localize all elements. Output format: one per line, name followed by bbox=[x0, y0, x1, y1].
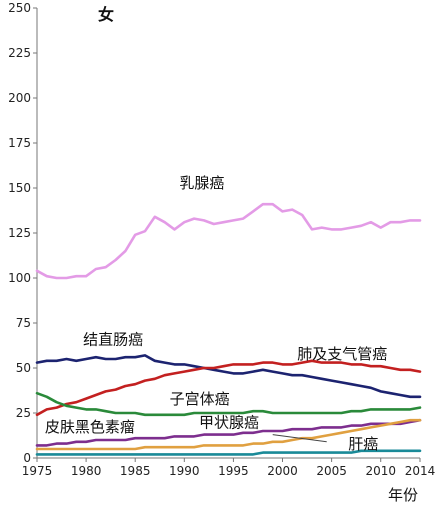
series-line-5 bbox=[35, 418, 422, 451]
y-tick-label: 225 bbox=[8, 46, 31, 60]
series-line-0 bbox=[35, 202, 422, 280]
y-tick-label: 125 bbox=[8, 226, 31, 240]
series-lines bbox=[35, 202, 422, 456]
thyroid-leader-line bbox=[272, 434, 327, 443]
tick-labels: 0 25 50 75 100 125 150 175 200 225 250 1975 1980 1985… bbox=[8, 1, 435, 478]
y-tick-label: 200 bbox=[8, 91, 31, 105]
chart-title: 女 bbox=[98, 5, 114, 24]
x-tick-label: 2010 bbox=[365, 464, 396, 478]
y-tick-label: 175 bbox=[8, 136, 31, 150]
x-tick-label: 2005 bbox=[316, 464, 347, 478]
x-axis-label: 年份 bbox=[388, 486, 418, 504]
x-tick-label: 1985 bbox=[120, 464, 151, 478]
y-tick-label: 75 bbox=[16, 316, 31, 330]
x-tick-label: 1975 bbox=[22, 464, 53, 478]
x-tick-label: 1995 bbox=[218, 464, 249, 478]
x-tick-label: 2014 bbox=[405, 464, 436, 478]
series-line-6 bbox=[35, 449, 422, 456]
series-label-1: 结直肠癌 bbox=[83, 331, 143, 349]
y-tick-label: 100 bbox=[8, 271, 31, 285]
series-line-1 bbox=[35, 354, 422, 399]
series-label-5: 甲状腺癌 bbox=[199, 413, 259, 431]
series-line-3 bbox=[35, 391, 422, 417]
y-tick-label: 150 bbox=[8, 181, 31, 195]
series-line-2 bbox=[35, 359, 422, 417]
x-tick-label: 1980 bbox=[71, 464, 102, 478]
x-tick-label: 1990 bbox=[169, 464, 200, 478]
series-label-3: 子宫体癌 bbox=[170, 390, 230, 408]
y-tick-label: 50 bbox=[16, 361, 31, 375]
series-line-4 bbox=[35, 418, 422, 447]
series-label-4: 皮肤黑色素瘤 bbox=[45, 418, 135, 436]
series-label-0: 乳腺癌 bbox=[179, 174, 224, 192]
chart-axes bbox=[33, 7, 421, 462]
y-tick-label: 250 bbox=[8, 1, 31, 15]
series-label-6: 肝癌 bbox=[348, 435, 378, 453]
series-label-2: 肺及支气管癌 bbox=[297, 345, 387, 363]
x-tick-label: 2000 bbox=[267, 464, 298, 478]
y-tick-label: 25 bbox=[16, 406, 31, 420]
y-tick-label: 0 bbox=[23, 451, 31, 465]
